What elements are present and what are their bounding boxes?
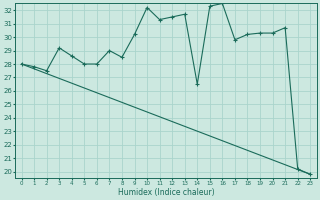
X-axis label: Humidex (Indice chaleur): Humidex (Indice chaleur) [117,188,214,197]
